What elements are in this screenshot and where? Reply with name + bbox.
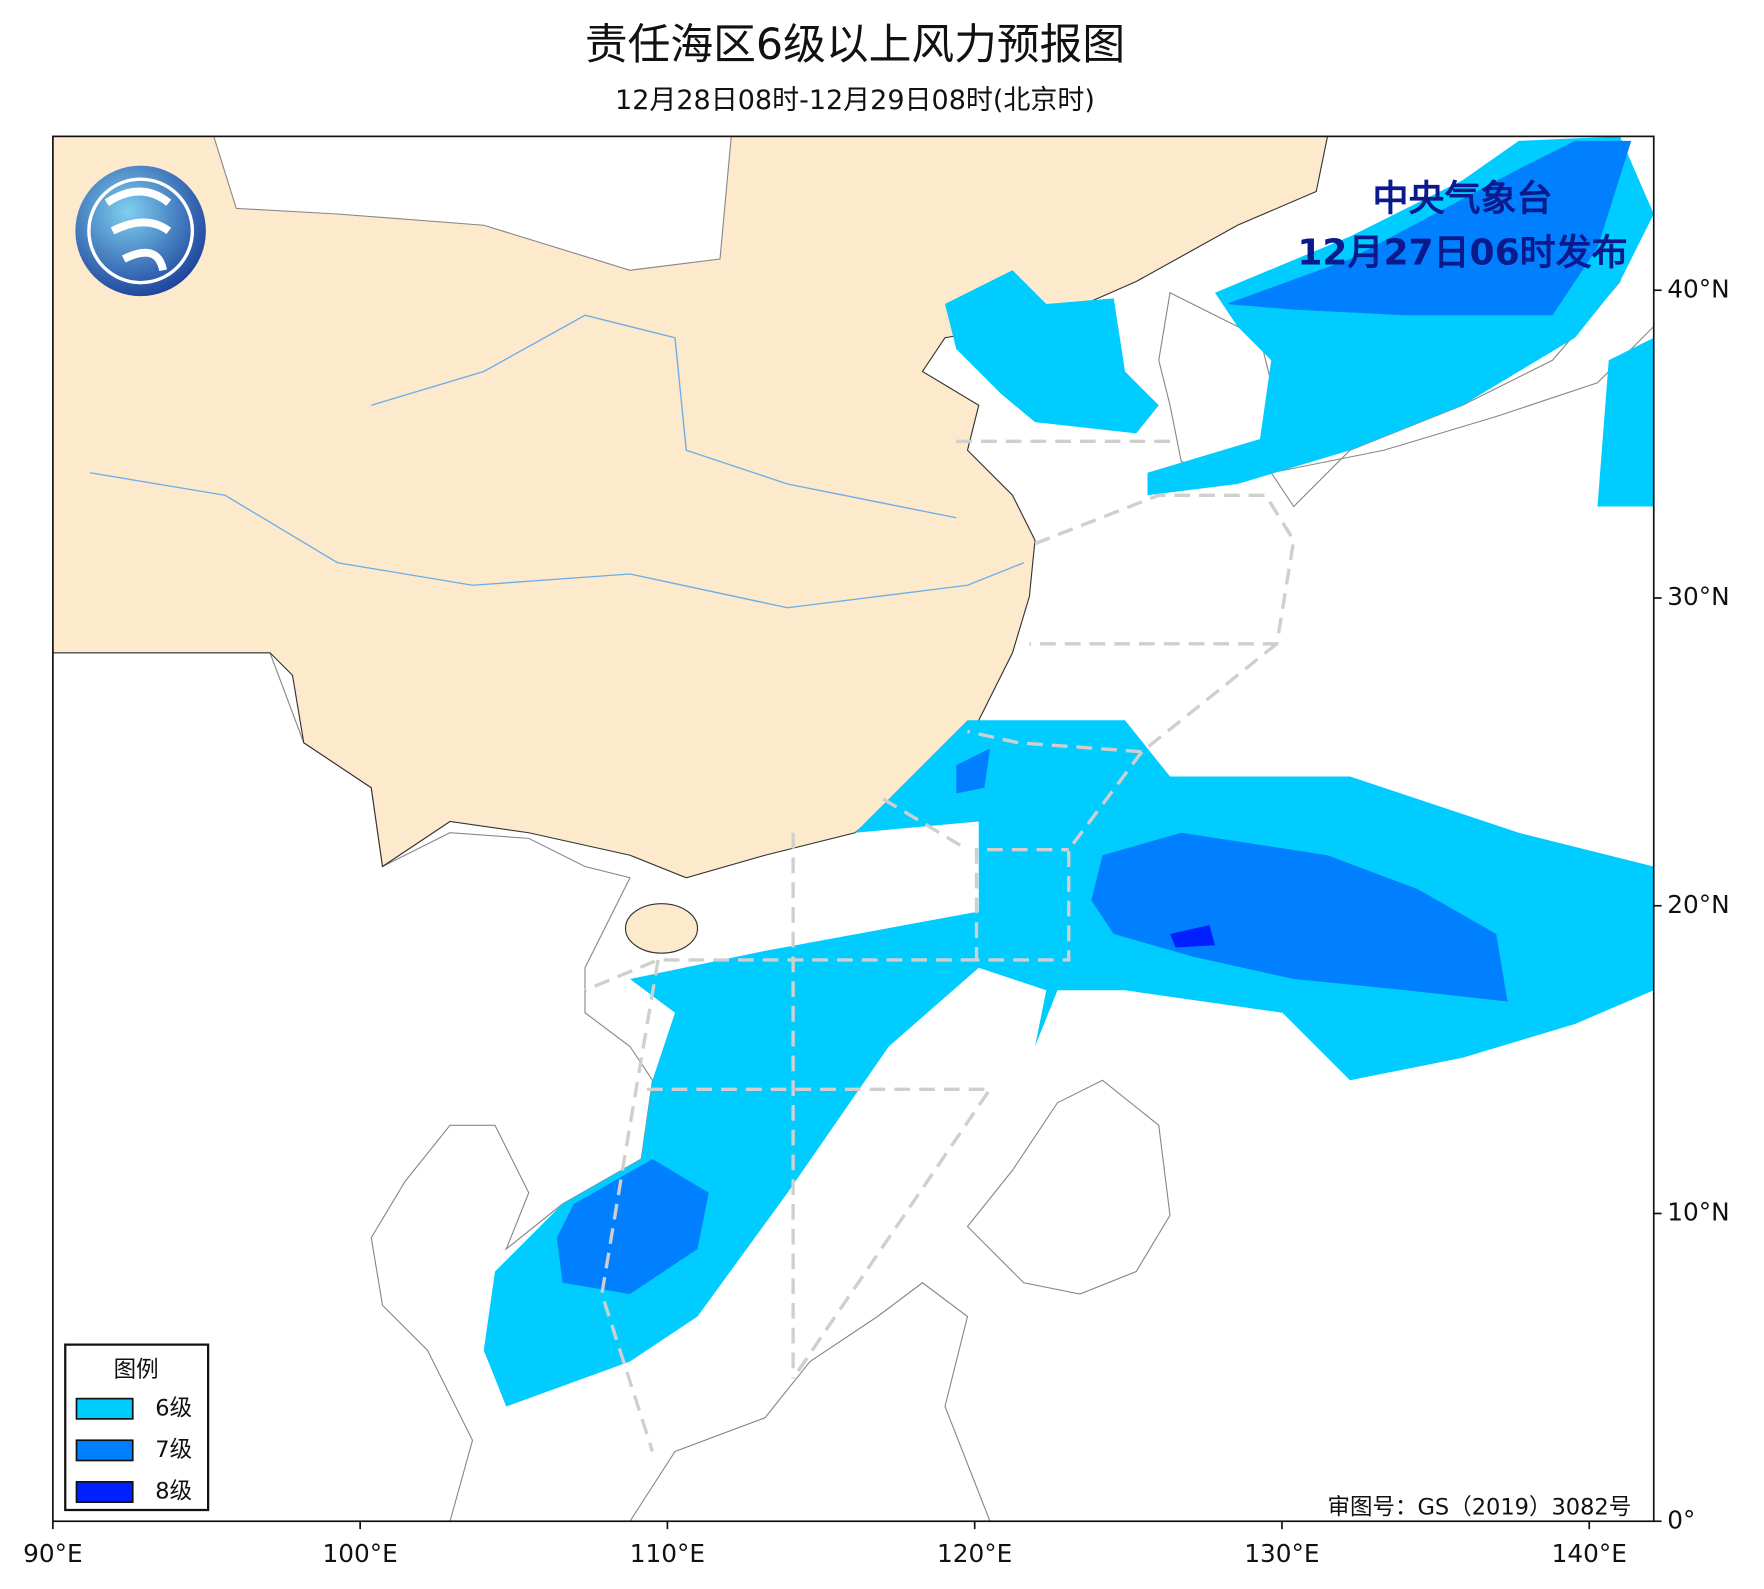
wind-area-level7 xyxy=(556,1159,709,1294)
river xyxy=(89,472,1025,609)
legend-swatch xyxy=(75,1439,134,1462)
logo xyxy=(75,165,206,297)
legend-swatch xyxy=(75,1397,134,1420)
legend-label: 6级 xyxy=(155,1395,192,1421)
map-area xyxy=(52,136,1654,1522)
x-tick-label: 120°E xyxy=(937,1539,1012,1568)
legend-title: 图例 xyxy=(114,1357,159,1383)
philippines xyxy=(966,1079,1171,1295)
y-tick-label: 40°N xyxy=(1667,274,1729,303)
map-title: 责任海区6级以上风力预报图 xyxy=(585,20,1125,70)
x-tick-label: 110°E xyxy=(630,1539,705,1568)
wind-area-level6 xyxy=(945,270,1159,434)
x-tick-label: 140°E xyxy=(1552,1539,1627,1568)
approval-number: 审图号：GS（2019）3082号 xyxy=(1328,1494,1632,1520)
issuer: 中央气象台 xyxy=(1372,179,1552,220)
legend-label: 7级 xyxy=(155,1437,192,1463)
issue-time: 12月27日06时发布 xyxy=(1297,233,1627,274)
y-tick-label: 20°N xyxy=(1667,890,1729,919)
y-tick-label: 30°N xyxy=(1667,582,1729,611)
y-tick-label: 0° xyxy=(1667,1505,1695,1534)
y-tick-label: 10°N xyxy=(1667,1198,1729,1227)
x-tick-label: 100°E xyxy=(323,1539,398,1568)
legend: 图例 6级 7级 8级 xyxy=(64,1343,210,1512)
x-tick-label: 90°E xyxy=(23,1539,83,1568)
x-tick-label: 130°E xyxy=(1244,1539,1319,1568)
legend-label: 8级 xyxy=(155,1479,192,1505)
hainan xyxy=(624,903,699,954)
wind-area-level7 xyxy=(956,748,990,794)
sea-zone-boundary xyxy=(584,439,1296,1453)
borneo xyxy=(629,1282,991,1522)
map-subtitle: 12月28日08时-12月29日08时(北京时) xyxy=(615,85,1095,116)
wind-area-level7 xyxy=(1091,832,1508,1002)
legend-swatch xyxy=(75,1481,134,1503)
mongolia xyxy=(213,136,732,271)
wind-area-level7 xyxy=(1226,140,1632,316)
wind-area-level8 xyxy=(1170,925,1215,948)
river xyxy=(371,314,957,519)
map-frame xyxy=(52,135,1655,1523)
wind-area-level6 xyxy=(1597,337,1654,507)
